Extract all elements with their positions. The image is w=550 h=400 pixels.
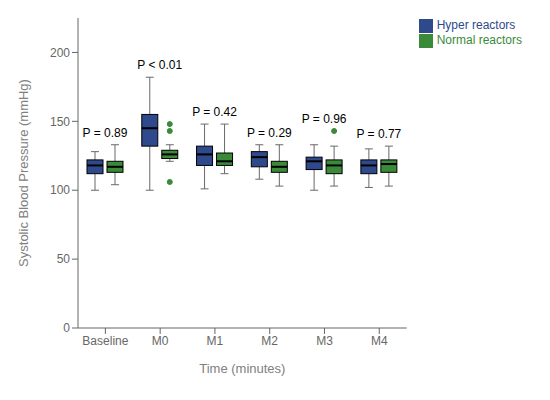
- svg-text:M3: M3: [316, 334, 333, 348]
- svg-text:150: 150: [50, 115, 70, 129]
- svg-text:P = 0.29: P = 0.29: [247, 126, 292, 140]
- svg-text:Systolic Blood Pressure (mmHg): Systolic Blood Pressure (mmHg): [16, 79, 31, 267]
- svg-text:P = 0.96: P = 0.96: [302, 112, 347, 126]
- svg-text:M0: M0: [152, 334, 169, 348]
- svg-text:M4: M4: [371, 334, 388, 348]
- svg-text:Time (minutes): Time (minutes): [199, 361, 285, 376]
- svg-text:100: 100: [50, 183, 70, 197]
- svg-text:0: 0: [63, 321, 70, 335]
- svg-text:50: 50: [57, 252, 71, 266]
- html-text:Hyper reactors: Hyper reactors: [436, 18, 516, 32]
- svg-text:M2: M2: [261, 334, 278, 348]
- svg-text:P = 0.77: P = 0.77: [356, 127, 401, 141]
- svg-text:P = 0.89: P = 0.89: [83, 126, 128, 140]
- svg-text:P < 0.01: P < 0.01: [137, 58, 182, 72]
- svg-text:P = 0.42: P = 0.42: [192, 105, 237, 119]
- svg-text:200: 200: [50, 46, 70, 60]
- html-text:Normal reactors: Normal reactors: [436, 32, 522, 47]
- svg-text:Baseline: Baseline: [82, 334, 128, 348]
- svg-text:M1: M1: [207, 334, 224, 348]
